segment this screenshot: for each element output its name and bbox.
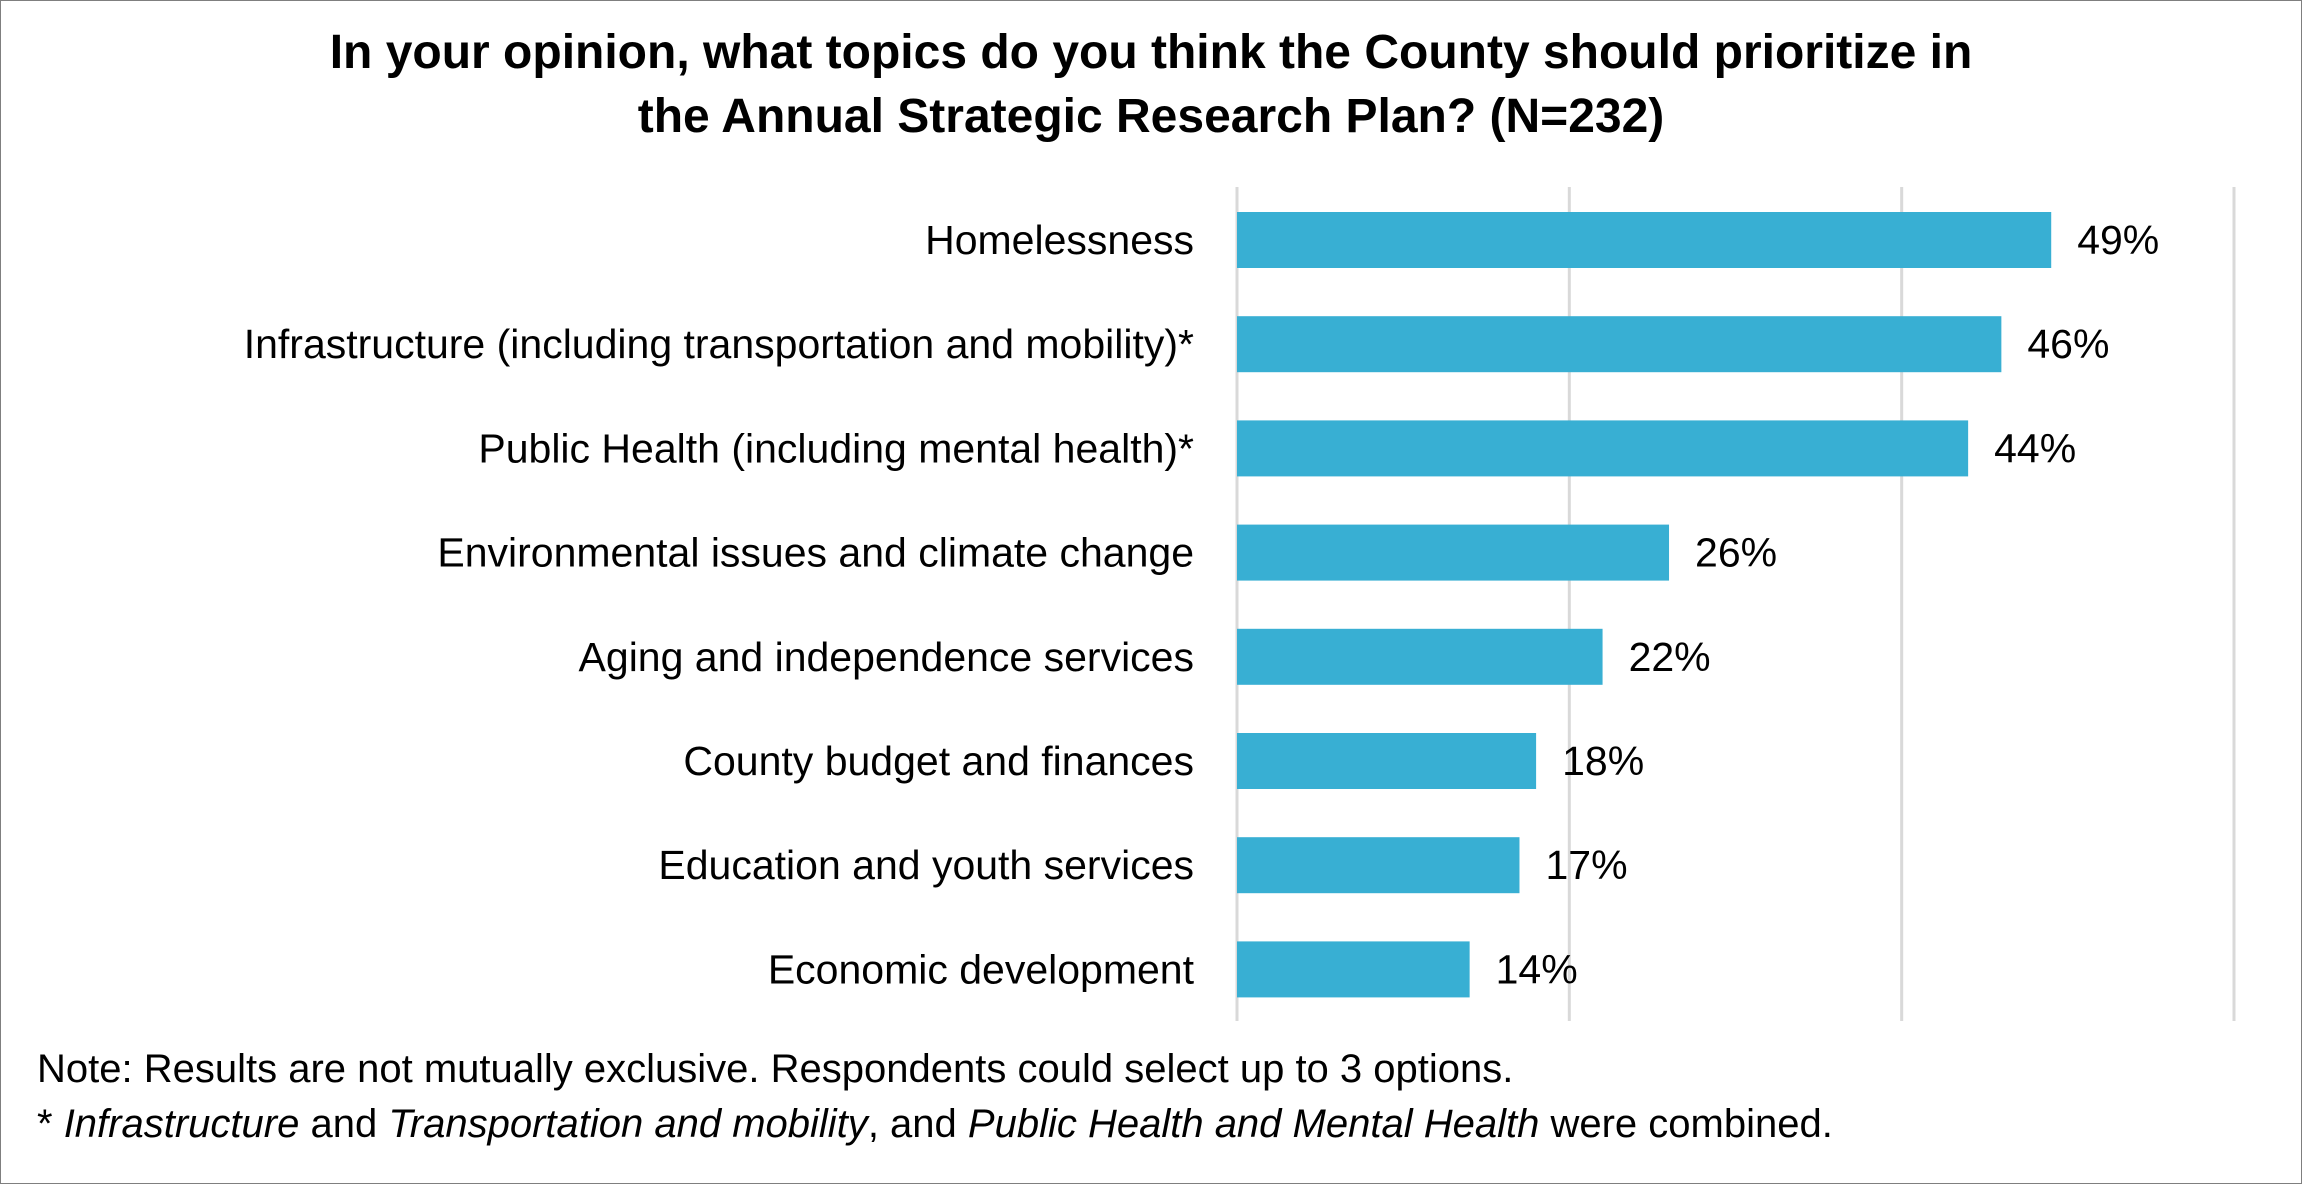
bar-0 (1237, 212, 2052, 268)
note-and-1: and (299, 1102, 389, 1146)
value-label-1: 46% (2027, 321, 2109, 367)
value-label-5: 18% (1562, 738, 1644, 784)
category-label-3: Environmental issues and climate change (437, 530, 1194, 576)
bar-3 (1237, 524, 1670, 581)
gridlines (1235, 187, 2236, 1021)
note-and-2: , and (867, 1102, 968, 1146)
bar-6 (1237, 837, 1520, 894)
category-label-4: Aging and independence services (579, 634, 1194, 680)
category-label-0: Homelessness (925, 217, 1194, 263)
note-term-infrastructure: Infrastructure (63, 1102, 300, 1146)
value-label-4: 22% (1629, 634, 1711, 680)
bar-7 (1237, 941, 1470, 998)
bar-2 (1237, 420, 1969, 477)
category-label-1: Infrastructure (including transportation… (244, 321, 1194, 367)
note-line-2: * Infrastructure and Transportation and … (37, 1098, 1833, 1150)
bar-1 (1237, 316, 2002, 373)
note-line-1: Note: Results are not mutually exclusive… (37, 1047, 1514, 1091)
value-label-7: 14% (1496, 946, 1578, 992)
chart-title-line-2: the Annual Strategic Research Plan? (N=2… (637, 90, 1665, 143)
note-term-public-health: Public Health and Mental Health (967, 1102, 1540, 1146)
chart-title: In your opinion, what topics do you thin… (1, 21, 2301, 149)
note-suffix: were combined. (1539, 1102, 1833, 1146)
value-label-3: 26% (1695, 530, 1777, 576)
chart-title-line-1: In your opinion, what topics do you thin… (329, 26, 1973, 79)
category-label-6: Education and youth services (658, 842, 1194, 888)
category-label-5: County budget and finances (683, 738, 1194, 784)
note-term-transportation: Transportation and mobility (388, 1102, 868, 1146)
bars (1237, 212, 2052, 998)
category-label-2: Public Health (including mental health)* (478, 425, 1194, 471)
value-label-6: 17% (1545, 842, 1627, 888)
bar-4 (1237, 628, 1603, 685)
category-label-7: Economic development (768, 946, 1195, 992)
value-label-2: 44% (1994, 425, 2076, 471)
category-labels: Homelessness Infrastructure (including tr… (244, 217, 1195, 992)
value-labels: 49% 46% 44% 26% 22% 18% 17% 14% (1496, 217, 2160, 992)
note-asterisk: * (37, 1102, 64, 1146)
bar-5 (1237, 733, 1537, 789)
value-label-0: 49% (2077, 217, 2159, 263)
